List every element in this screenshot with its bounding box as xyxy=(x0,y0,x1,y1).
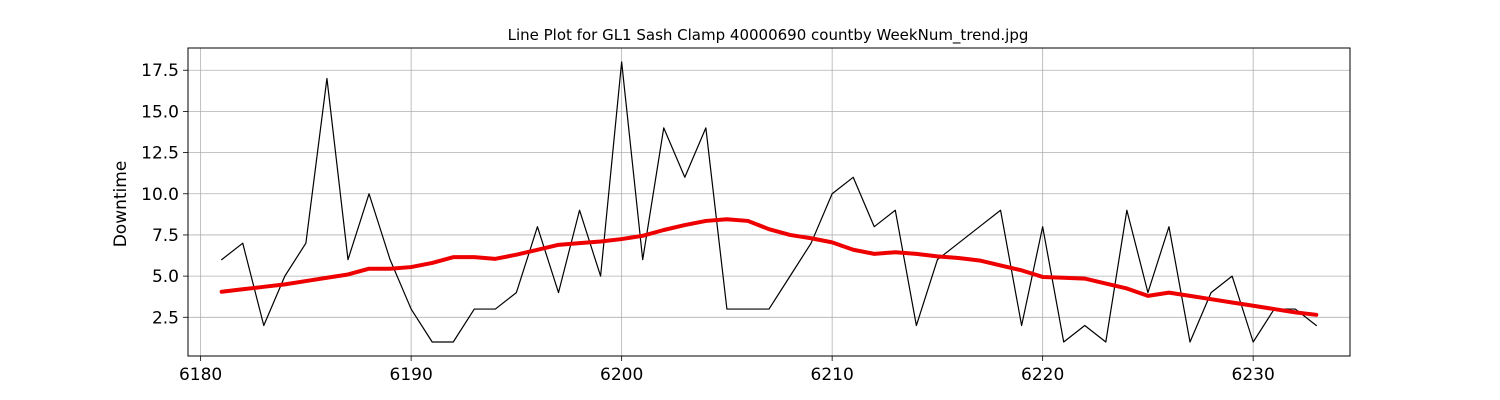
y-tick-label: 10.0 xyxy=(141,185,179,205)
x-tick-label: 6190 xyxy=(390,365,433,385)
y-tick-label: 17.5 xyxy=(141,61,179,81)
x-axis-ticks: 6180 6190 6200 6210 6220 6230 xyxy=(179,356,1275,385)
x-tick-label: 6200 xyxy=(600,365,643,385)
y-axis-label: Downtime xyxy=(111,161,131,248)
y-tick-label: 5.0 xyxy=(152,267,179,287)
y-axis-ticks: 2.5 5.0 7.5 10.0 12.5 15.0 17.5 xyxy=(141,61,188,328)
grid xyxy=(188,48,1350,356)
y-tick-label: 7.5 xyxy=(152,226,179,246)
downtime-series-line xyxy=(221,61,1317,343)
plot-frame xyxy=(187,47,1351,357)
x-tick-label: 6180 xyxy=(179,365,222,385)
x-tick-label: 6220 xyxy=(1021,365,1064,385)
x-tick-label: 6210 xyxy=(811,365,854,385)
trend-series-line xyxy=(219,217,1319,317)
chart-title: Line Plot for GL1 Sash Clamp 40000690 co… xyxy=(508,26,1029,45)
x-tick-label: 6230 xyxy=(1232,365,1275,385)
series-lines xyxy=(219,61,1319,343)
y-tick-label: 12.5 xyxy=(141,144,179,164)
y-tick-label: 2.5 xyxy=(152,308,179,328)
y-tick-label: 15.0 xyxy=(141,102,179,122)
